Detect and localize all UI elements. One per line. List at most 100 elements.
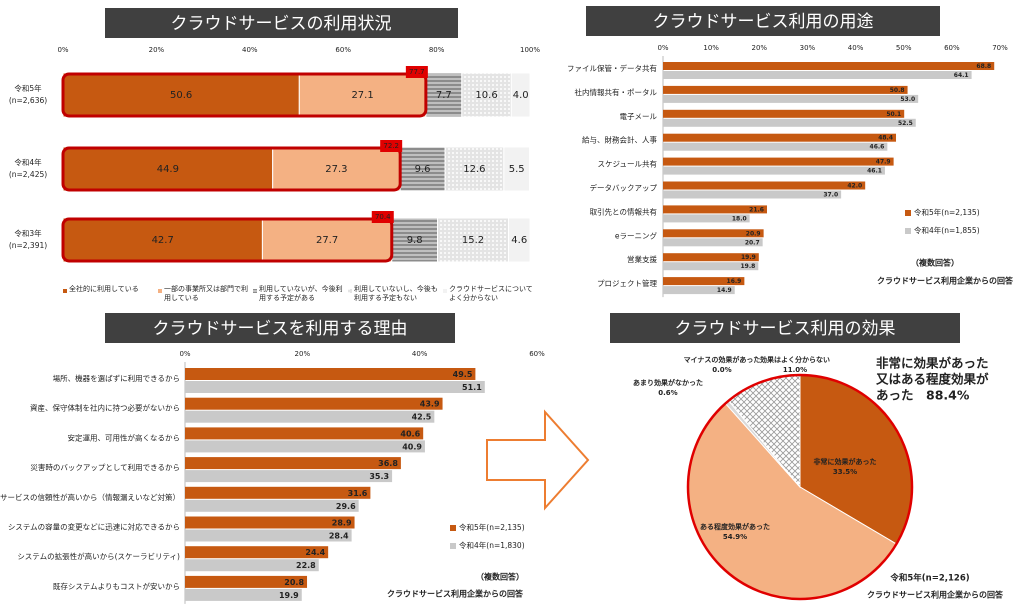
bar	[663, 109, 905, 118]
highlight-outline	[61, 217, 394, 263]
value-label: 24.4	[305, 548, 325, 557]
total-label: 70.4	[375, 213, 391, 221]
bar	[663, 286, 735, 295]
value-label: 4.6	[511, 235, 527, 246]
bar	[663, 157, 894, 166]
x-tick-label: 10%	[703, 44, 719, 52]
value-label: 31.6	[348, 489, 368, 498]
slice-label: マイナスの効果があった	[684, 355, 761, 364]
value-label: 7.7	[436, 90, 452, 101]
x-tick-label: 30%	[800, 44, 816, 52]
total-box	[405, 66, 428, 78]
legend-label: 令和4年(n=1,855)	[914, 225, 980, 235]
bar	[185, 457, 401, 470]
slice-label: 非常に効果があった	[814, 457, 877, 466]
category-label: 給与、財務会計、人事	[582, 135, 657, 145]
bar-segment	[444, 146, 505, 192]
category-label: 営業支援	[627, 254, 657, 264]
legend-label-box: 全社的に利用している	[69, 285, 139, 293]
legend-label-box: 利用していないし、今後も利用する予定もない	[354, 285, 438, 302]
value-label: 4.0	[513, 90, 529, 101]
value-label: 49.5	[453, 370, 473, 379]
highlight-text: 非常に効果があった	[876, 356, 989, 371]
x-tick-label: 60%	[944, 44, 960, 52]
x-tick-label: 80%	[429, 46, 445, 54]
value-label: 42.5	[412, 413, 432, 422]
legend-label: 利用していないが、今後利用する予定がある	[259, 285, 343, 302]
category-label: 取引先との情報共有	[590, 206, 658, 216]
category-label: 災害時のバックアップとして利用できるから	[30, 462, 180, 472]
slice-label: あまり効果がなかった	[633, 378, 703, 387]
title-bar	[610, 313, 960, 343]
total-label: 77.7	[409, 68, 425, 76]
category-label: 場所、機器を選ばずに利用できるから	[53, 373, 180, 383]
bar	[185, 397, 443, 410]
value-label: 22.8	[296, 561, 316, 570]
value-label: 19.8	[741, 263, 756, 270]
title-bar	[105, 8, 458, 38]
legend-swatch	[450, 525, 456, 531]
category-label: システムの容量の変更などに迅速に対応できるから	[8, 522, 180, 532]
bar	[185, 440, 425, 453]
chart-title: クラウドサービス利用の効果	[675, 319, 896, 339]
bar	[185, 546, 329, 559]
value-label: 20.7	[745, 239, 760, 246]
category-label: 資産、保守体制を社内に持つ必要がないから	[30, 403, 180, 413]
category-label: ファイル保管・データ共有	[567, 63, 657, 73]
legend-label: クラウドサービスについてよく分からない	[449, 285, 533, 302]
bar-segment	[503, 146, 531, 192]
value-label: 27.3	[325, 164, 347, 175]
x-tick-label: 70%	[992, 44, 1008, 52]
value-label: 48.4	[878, 135, 893, 142]
legend-swatch	[63, 289, 67, 293]
value-label: 53.0	[900, 96, 915, 103]
highlight-text: あった 88.4%	[876, 388, 970, 403]
legend-swatch	[443, 289, 447, 293]
value-label: 42.0	[847, 183, 862, 190]
highlight-text: 又はある程度効果が	[875, 372, 989, 387]
category-label: サービスの信頼性が高いから（情報漏えいなど対策）	[0, 492, 180, 502]
bar	[663, 166, 885, 175]
legend-swatch	[905, 210, 911, 216]
bar	[185, 575, 308, 588]
bar	[663, 142, 888, 151]
bar	[185, 529, 352, 542]
annotation: （複数回答）	[911, 258, 959, 268]
value-label: 46.6	[870, 144, 885, 151]
value-label: 27.7	[316, 235, 338, 246]
x-tick-label: 40%	[242, 46, 258, 54]
x-tick-label: 50%	[896, 44, 912, 52]
category-label: 令和3年	[14, 228, 42, 238]
bar	[663, 277, 745, 286]
value-label: 19.9	[741, 254, 756, 261]
value-label: 9.8	[407, 235, 423, 246]
value-label: 50.6	[170, 90, 192, 101]
value-label: 21.6	[749, 206, 764, 213]
bar-segment	[425, 72, 463, 118]
bar	[185, 499, 359, 512]
value-label: 68.8	[976, 63, 991, 70]
chart-title: クラウドサービスの利用状況	[171, 14, 392, 34]
legend-swatch	[253, 289, 257, 293]
value-label: 12.6	[463, 164, 485, 175]
value-label: 36.8	[378, 459, 398, 468]
sample-size: (n=2,391)	[9, 241, 47, 250]
x-tick-label: 20%	[752, 44, 768, 52]
bar	[185, 368, 476, 380]
bar	[185, 410, 435, 423]
value-label: 40.6	[400, 429, 420, 438]
value-label: 27.1	[351, 90, 373, 101]
value-label: 35.3	[369, 472, 389, 481]
x-tick-label: 40%	[848, 44, 864, 52]
value-label: 50.8	[890, 87, 905, 94]
legend-swatch	[450, 543, 456, 549]
value-label: 40.9	[402, 442, 422, 451]
category-label: 既存システムよりもコストが安いから	[53, 581, 180, 591]
x-tick-label: 0%	[179, 350, 190, 358]
bar	[663, 181, 866, 190]
slice-value: 0.6%	[658, 389, 677, 397]
slice-value: 33.5%	[833, 468, 857, 476]
legend-label-box: 一部の事業所又は部門で利用している	[164, 285, 248, 302]
chart-title: クラウドサービスを利用する理由	[153, 319, 408, 339]
value-label: 10.6	[475, 90, 497, 101]
